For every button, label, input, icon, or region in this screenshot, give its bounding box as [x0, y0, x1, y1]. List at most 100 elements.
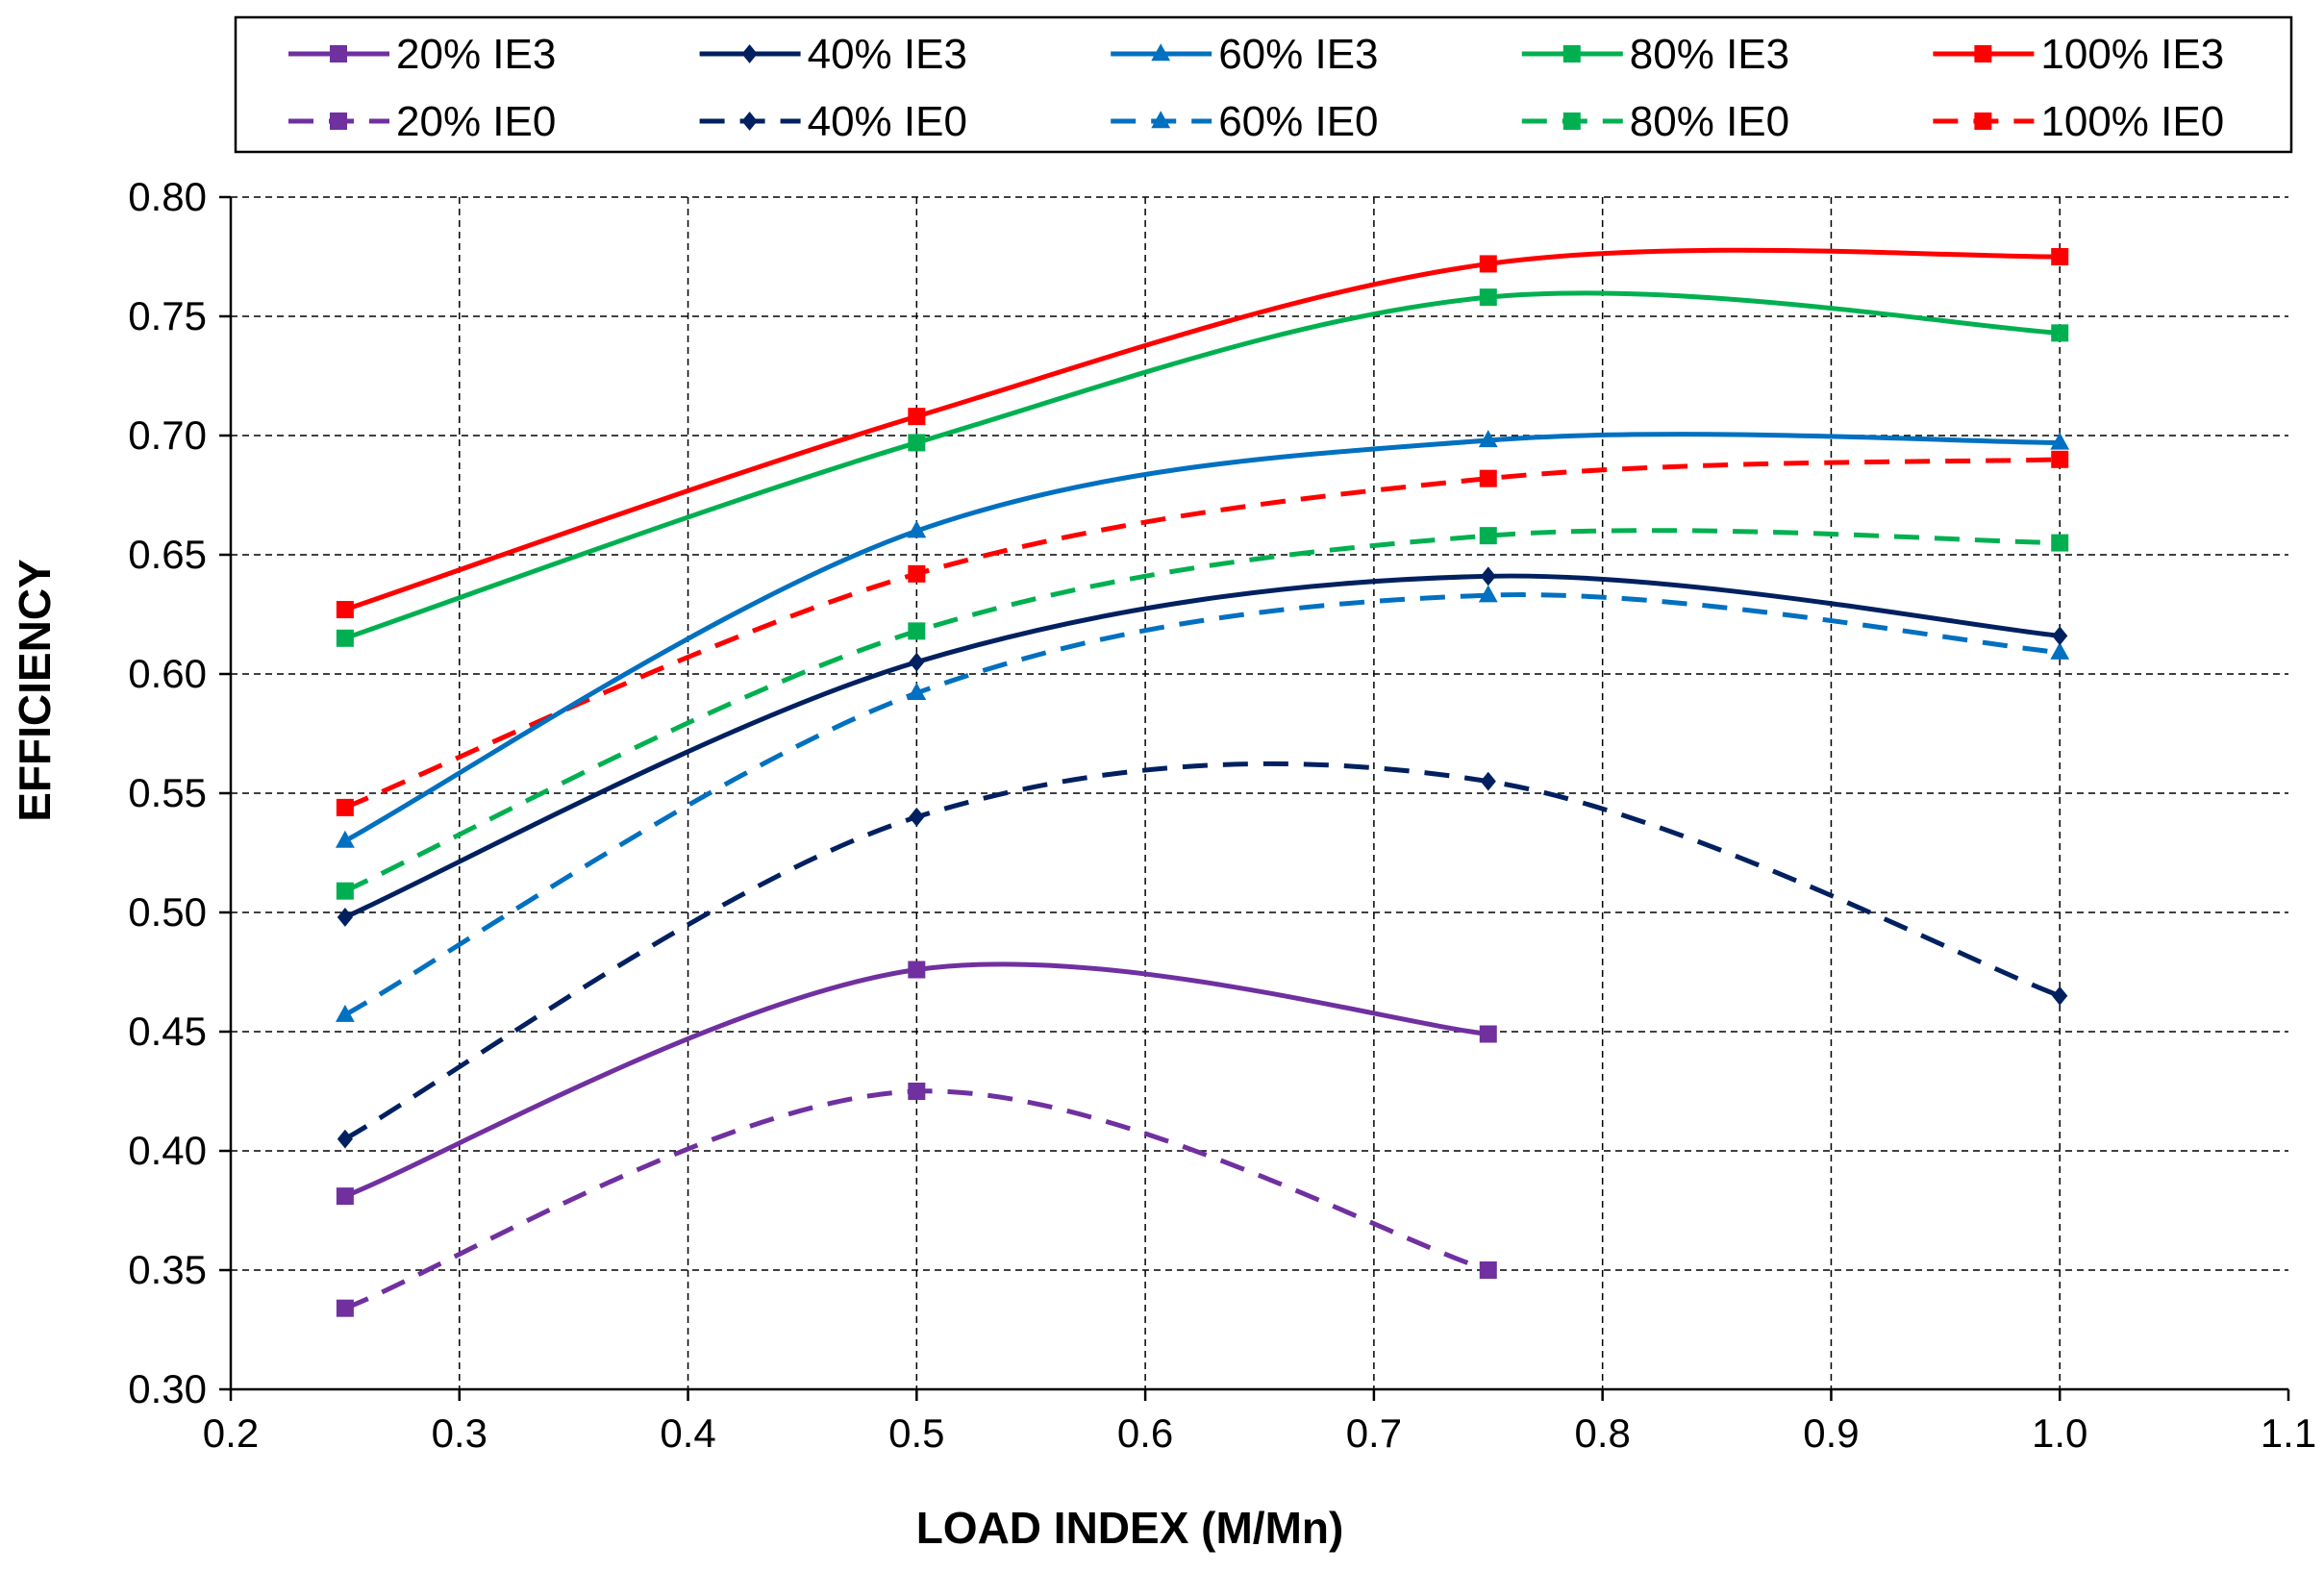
data-point-60pct-ie0-1 — [907, 683, 927, 701]
legend-item-100pct-ie0: 100% IE0 — [1933, 98, 2224, 145]
data-point-100pct-ie0-3 — [2051, 450, 2069, 468]
data-point-100pct-ie0-0 — [336, 798, 354, 816]
data-point-100pct-ie3-1 — [908, 408, 926, 426]
data-point-100pct-ie0-1 — [908, 564, 926, 583]
y-tick-label: 0.40 — [128, 1128, 207, 1173]
legend-item-40pct-ie0: 40% IE0 — [699, 98, 967, 145]
legend-label: 20% IE0 — [396, 98, 556, 145]
data-point-20pct-ie3-0 — [336, 1187, 354, 1206]
data-point-20pct-ie3-2 — [1479, 1025, 1497, 1043]
series-100pct-ie0 — [336, 450, 2069, 816]
data-point-60pct-ie3-2 — [1478, 430, 1498, 448]
legend-swatch-marker — [1974, 45, 1992, 62]
data-point-80pct-ie3-0 — [336, 629, 354, 647]
legend-item-60pct-ie0: 60% IE0 — [1111, 98, 1379, 145]
data-point-20pct-ie0-0 — [336, 1299, 354, 1317]
data-point-20pct-ie3-1 — [908, 961, 926, 979]
x-axis-title: LOAD INDEX (M/Mn) — [916, 1503, 1344, 1553]
x-tick-label: 0.2 — [203, 1410, 259, 1456]
legend-box — [234, 15, 2293, 154]
data-point-60pct-ie0-2 — [1478, 585, 1498, 603]
series-line-80pct-ie0 — [343, 528, 2061, 893]
series-60pct-ie3 — [335, 430, 2070, 848]
legend-item-60pct-ie3: 60% IE3 — [1111, 31, 1379, 78]
y-tick-label: 0.60 — [128, 651, 207, 696]
series-40pct-ie0 — [337, 761, 2068, 1149]
data-point-60pct-ie0-0 — [335, 1004, 355, 1022]
axis-layer: 0.2 0.3 0.4 0.5 0.6 0.7 0.8 0.9 1.0 1.1 0.30 0.35 0.… — [128, 174, 2316, 1456]
data-point-40pct-ie3-0 — [337, 908, 353, 927]
y-axis-title: EFFICIENCY — [10, 559, 60, 821]
y-tick-label: 0.35 — [128, 1247, 207, 1292]
series-40pct-ie3 — [337, 566, 2068, 927]
y-tick-label: 0.30 — [128, 1366, 207, 1411]
legend-label: 20% IE3 — [396, 31, 556, 78]
data-point-40pct-ie0-0 — [337, 1129, 353, 1149]
y-tick-label: 0.70 — [128, 412, 207, 458]
data-point-40pct-ie0-2 — [1480, 771, 1496, 791]
data-point-40pct-ie0-1 — [909, 807, 925, 827]
grid-layer — [231, 196, 2288, 1389]
data-point-60pct-ie3-1 — [907, 520, 927, 538]
legend-item-80pct-ie3: 80% IE3 — [1521, 31, 1789, 78]
y-tick-label: 0.80 — [128, 174, 207, 219]
y-tick-label: 0.65 — [128, 532, 207, 577]
legend-item-40pct-ie3: 40% IE3 — [699, 31, 967, 78]
data-point-80pct-ie3-2 — [1479, 288, 1497, 307]
x-tick-label: 0.6 — [1117, 1410, 1173, 1456]
data-point-20pct-ie0-2 — [1479, 1261, 1497, 1279]
legend-swatch-marker — [1562, 112, 1581, 130]
series-line-100pct-ie3 — [344, 247, 2061, 612]
series-line-40pct-ie3 — [343, 573, 2061, 920]
legend-swatch-marker — [330, 45, 347, 62]
legend-swatch-marker — [1974, 112, 1992, 130]
x-tick-label: 1.0 — [2032, 1410, 2087, 1456]
data-point-80pct-ie0-2 — [1479, 527, 1497, 545]
series-80pct-ie3 — [336, 288, 2069, 647]
x-tick-label: 0.7 — [1346, 1410, 1402, 1456]
legend-label: 80% IE0 — [1630, 98, 1789, 145]
legend-item-100pct-ie3: 100% IE3 — [1933, 31, 2224, 78]
data-point-100pct-ie0-2 — [1479, 469, 1497, 487]
legend-swatch-marker — [1151, 111, 1171, 129]
legend-label: 40% IE0 — [808, 98, 967, 145]
legend-swatch-marker — [1151, 43, 1171, 62]
legend-swatch-marker — [1562, 45, 1581, 62]
data-point-80pct-ie0-1 — [908, 622, 926, 640]
x-tick-label: 0.3 — [432, 1410, 487, 1456]
series-20pct-ie0 — [336, 1083, 1497, 1317]
y-tick-label: 0.50 — [128, 889, 207, 935]
legend-swatch-marker — [741, 112, 758, 131]
series-line-80pct-ie3 — [344, 290, 2061, 641]
legend-swatch-marker — [741, 44, 758, 63]
series-layer — [335, 247, 2070, 1317]
data-point-100pct-ie3-0 — [336, 601, 354, 619]
x-tick-label: 0.4 — [660, 1410, 715, 1456]
y-tick-label: 0.75 — [128, 293, 207, 338]
legend-item-20pct-ie0: 20% IE0 — [288, 98, 556, 145]
legend: 20% IE3 40% IE3 60% IE3 80% IE3 100% IE3 20% … — [234, 15, 2293, 154]
series-80pct-ie0 — [336, 527, 2069, 900]
data-point-100pct-ie3-3 — [2051, 248, 2069, 265]
legend-label: 60% IE0 — [1218, 98, 1378, 145]
data-point-80pct-ie0-3 — [2051, 534, 2069, 552]
series-60pct-ie0 — [335, 585, 2070, 1022]
legend-label: 100% IE0 — [2040, 98, 2224, 145]
data-point-40pct-ie3-1 — [909, 652, 925, 672]
data-point-60pct-ie3-0 — [335, 830, 355, 848]
legend-item-20pct-ie3: 20% IE3 — [288, 31, 556, 78]
x-tick-label: 1.1 — [2261, 1410, 2316, 1456]
data-point-80pct-ie3-3 — [2051, 324, 2069, 342]
data-point-80pct-ie0-0 — [336, 882, 354, 900]
data-point-40pct-ie0-3 — [2052, 986, 2068, 1006]
series-line-100pct-ie0 — [343, 457, 2061, 811]
series-line-60pct-ie0 — [343, 592, 2061, 1017]
legend-swatch-marker — [330, 112, 347, 130]
data-point-60pct-ie0-3 — [2050, 641, 2070, 660]
legend-item-80pct-ie0: 80% IE0 — [1521, 98, 1789, 145]
data-point-20pct-ie0-1 — [908, 1083, 926, 1100]
data-point-100pct-ie3-2 — [1479, 255, 1497, 273]
x-tick-label: 0.9 — [1803, 1410, 1859, 1456]
